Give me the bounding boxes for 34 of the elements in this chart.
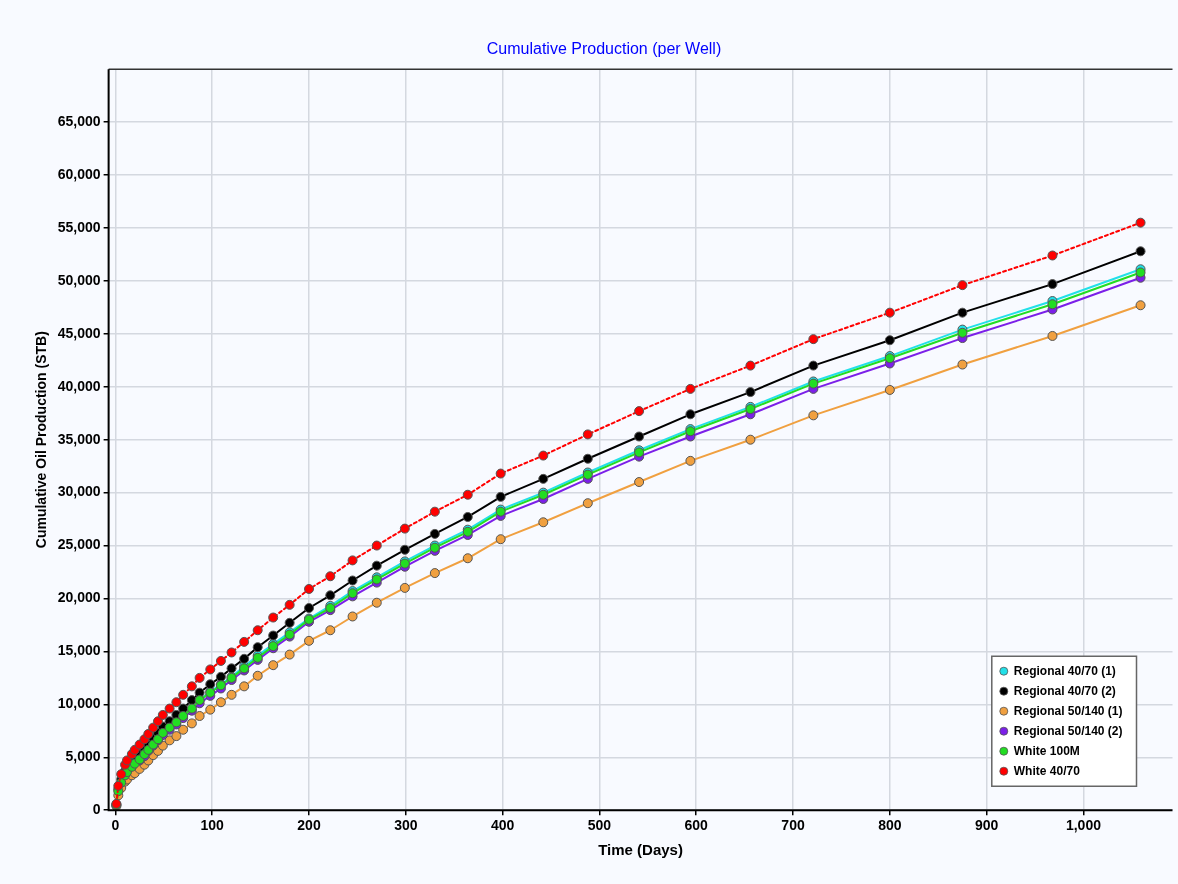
y-tick-label: 45,000 <box>57 324 101 341</box>
x-tick-label: 100 <box>200 817 225 834</box>
x-tick-label: 600 <box>684 817 709 834</box>
y-tick-label: 10,000 <box>57 695 101 712</box>
y-tick-label: 20,000 <box>57 589 101 606</box>
legend-label: Regional 40/70 (1) <box>1013 663 1116 678</box>
legend-label: Regional 50/140 (1) <box>1013 703 1123 718</box>
x-axis-title: Time (Days) <box>598 841 683 859</box>
x-tick-label: 300 <box>394 817 418 834</box>
x-tick-label: 700 <box>781 817 805 834</box>
y-tick-label: 35,000 <box>57 430 101 447</box>
y-tick-label: 65,000 <box>57 112 101 129</box>
legend-label: Regional 50/140 (2) <box>1013 723 1123 738</box>
y-tick-label: 25,000 <box>57 536 101 553</box>
x-tick-label: 800 <box>878 817 902 834</box>
x-tick-label: 200 <box>297 817 321 834</box>
y-tick-label: 30,000 <box>57 483 101 500</box>
y-tick-label: 15,000 <box>57 642 101 659</box>
x-tick-label: 0 <box>111 817 120 834</box>
y-tick-label: 60,000 <box>57 165 101 182</box>
legend-label: White 100M <box>1013 743 1080 758</box>
legend-label: Regional 40/70 (2) <box>1013 683 1116 698</box>
y-tick-label: 5,000 <box>65 748 101 765</box>
y-tick-label: 55,000 <box>57 218 101 235</box>
y-tick-label: 0 <box>92 801 101 818</box>
x-tick-label: 400 <box>490 817 515 834</box>
x-tick-label: 500 <box>587 817 612 834</box>
y-tick-label: 40,000 <box>57 377 101 394</box>
y-axis-title: Cumulative Oil Production (STB) <box>33 331 50 549</box>
y-tick-label: 50,000 <box>57 271 101 288</box>
chart-title: Cumulative Production (per Well) <box>486 40 722 58</box>
x-tick-label: 1,000 <box>1065 817 1102 834</box>
x-tick-label: 900 <box>974 817 999 834</box>
legend-label: White 40/70 <box>1013 763 1081 778</box>
